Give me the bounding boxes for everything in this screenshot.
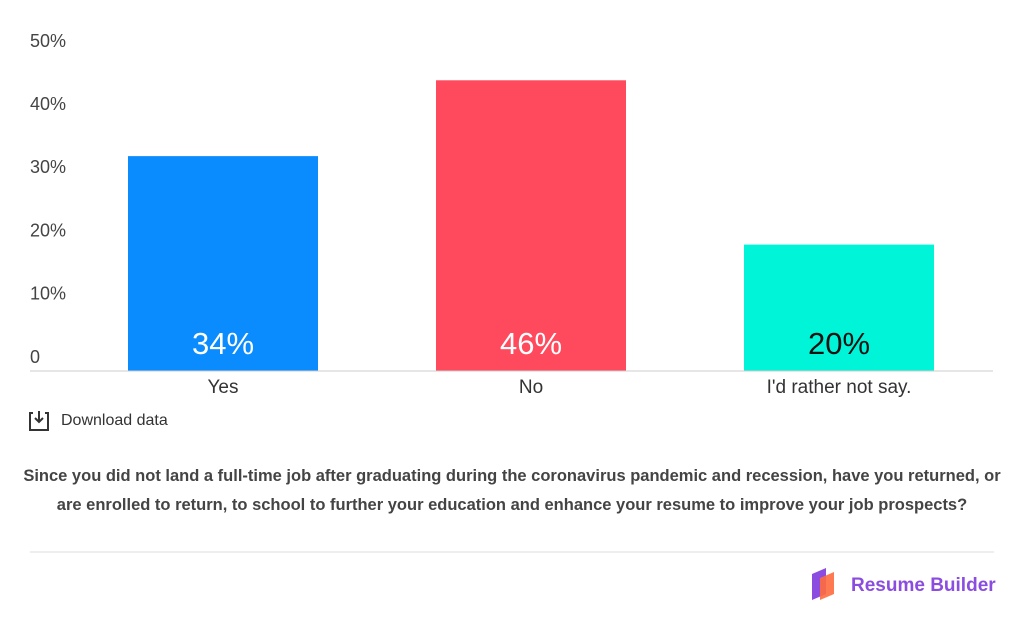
- x-tick-label: Yes: [208, 377, 239, 398]
- brand-logo: [812, 568, 834, 600]
- value-label: 20%: [808, 326, 870, 361]
- caption: Since you did not land a full-time job a…: [23, 467, 1001, 514]
- value-label: 46%: [500, 326, 562, 361]
- x-tick-label: No: [519, 377, 543, 398]
- y-tick-label: 40%: [30, 94, 66, 114]
- bar: [744, 244, 934, 371]
- download-icon: [29, 411, 49, 431]
- bar: [128, 156, 318, 371]
- y-tick-label: 20%: [30, 220, 66, 240]
- y-tick-label: 10%: [30, 284, 66, 304]
- download-label[interactable]: Download data: [61, 412, 168, 429]
- y-tick-label: 30%: [30, 157, 66, 177]
- y-tick-label: 0: [30, 347, 40, 367]
- bar: [436, 80, 626, 371]
- caption-box: Since you did not land a full-time job a…: [23, 467, 1001, 514]
- logo-front: [820, 572, 834, 600]
- download-button[interactable]: Download data: [29, 411, 168, 431]
- x-tick-label: I'd rather not say.: [767, 377, 912, 398]
- value-label: 34%: [192, 326, 254, 361]
- y-tick-label: 50%: [30, 31, 66, 51]
- brand-name: Resume Builder: [851, 575, 996, 596]
